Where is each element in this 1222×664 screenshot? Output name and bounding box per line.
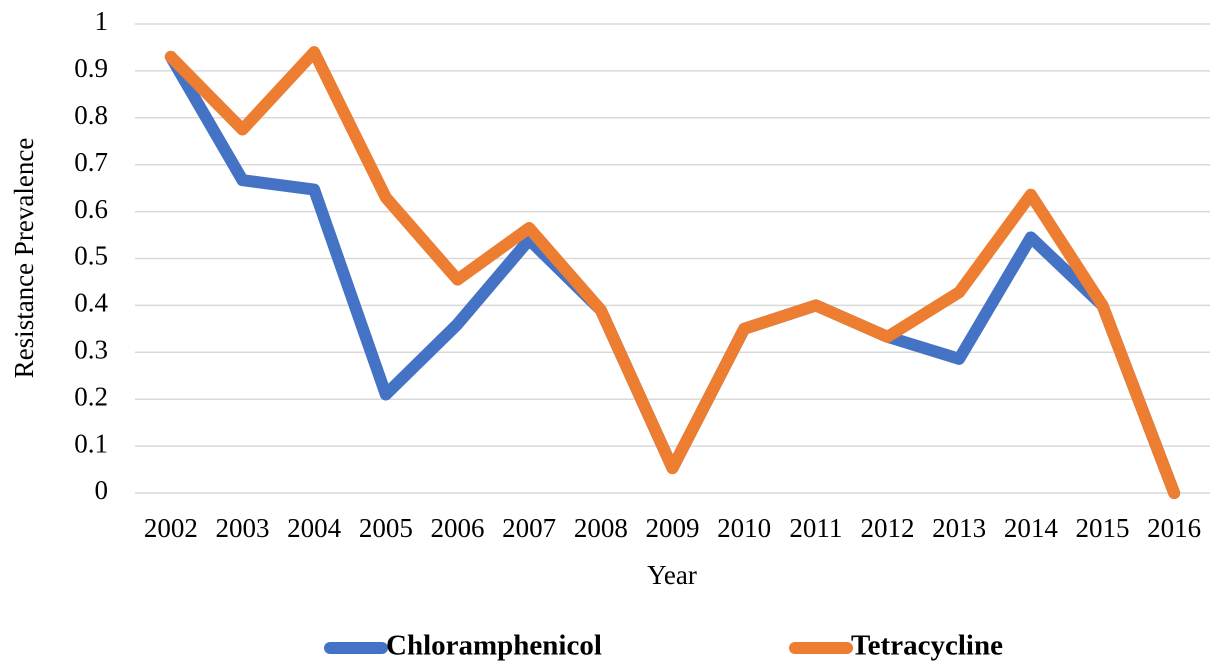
x-tick-label: 2015 (1076, 513, 1130, 543)
y-tick-label: 0.8 (74, 100, 108, 130)
line (164, 50, 1181, 499)
x-axis-label: Year (647, 560, 697, 590)
x-tick-label: 2006 (431, 513, 485, 543)
y-tick-label: 0 (95, 475, 109, 505)
x-tick-label: 2004 (287, 513, 342, 543)
x-tick-label: 2007 (502, 513, 556, 543)
x-tick-label: 2012 (861, 513, 915, 543)
legend-label: Tetracycline (851, 630, 1003, 662)
x-tick-label: 2005 (359, 513, 413, 543)
y-tick-label: 0.3 (74, 335, 108, 365)
legend-label: Chloramphenicol (386, 630, 602, 662)
line (164, 46, 1181, 499)
y-tick-label: 0.7 (74, 147, 108, 177)
y-axis-label: Resistance Prevalence (9, 138, 39, 379)
x-tick-label: 2011 (789, 513, 842, 543)
x-tick-label: 2016 (1147, 513, 1201, 543)
y-tick-label: 0.9 (74, 53, 108, 83)
x-tick-label: 2010 (717, 513, 771, 543)
x-tick-label: 2014 (1004, 513, 1059, 543)
x-tick-label: 2009 (646, 513, 700, 543)
y-tick-label: 0.1 (74, 428, 108, 458)
y-tick-label: 0.6 (74, 194, 108, 224)
y-tick-label: 0.5 (74, 241, 108, 271)
y-tick-label: 0.2 (74, 381, 108, 411)
y-tick-label: 0.4 (74, 288, 108, 318)
x-tick-label: 2003 (216, 513, 270, 543)
x-tick-label: 2013 (932, 513, 986, 543)
x-tick-label: 2008 (574, 513, 628, 543)
x-tick-label: 2002 (144, 513, 198, 543)
y-tick-label: 1 (95, 6, 109, 36)
